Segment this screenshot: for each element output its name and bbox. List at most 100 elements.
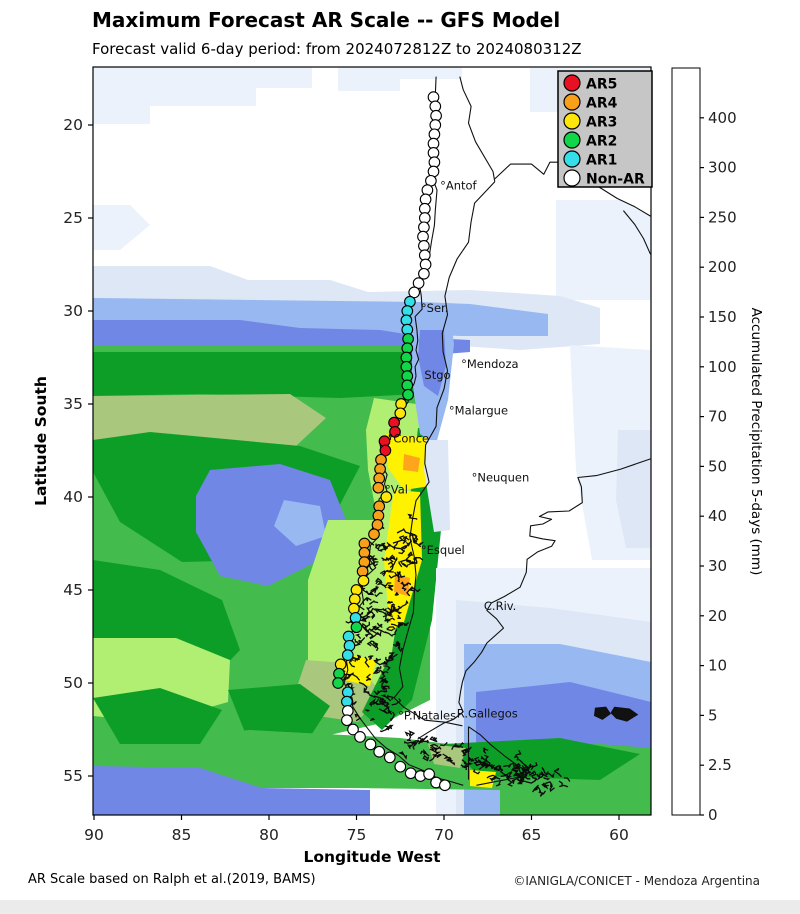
ar-dot-ar4 <box>372 481 385 494</box>
cities-layer: °Antof °Ser. °Mendoza Stgo °Malargue °Conce °N… <box>385 178 529 722</box>
terrain-squiggle <box>524 776 531 780</box>
terrain-squiggle <box>375 657 382 664</box>
terrain-squiggle <box>422 749 430 757</box>
terrain-squiggle <box>348 661 355 668</box>
ar-dot-non <box>408 286 421 299</box>
colorbar-frame <box>671 67 701 816</box>
ar-dot-non <box>439 779 451 792</box>
terrain-squiggle <box>394 591 400 596</box>
terrain-squiggle <box>378 679 388 684</box>
terrain-squiggle <box>500 771 512 778</box>
legend-swatch-ar3 <box>563 112 581 130</box>
colorbar-tick-label: 30 <box>708 557 727 575</box>
y-tick-label: 25 <box>63 209 83 227</box>
terrain-squiggle <box>396 570 401 577</box>
precip-region <box>274 500 326 546</box>
terrain-squiggle <box>398 535 408 545</box>
terrain-squiggle <box>411 739 422 745</box>
ar-dot-non <box>423 768 435 780</box>
precip-region <box>394 574 410 596</box>
legend-swatch-ar2 <box>563 131 581 149</box>
y-tick-label: 20 <box>63 116 83 134</box>
terrain-squiggle <box>518 758 528 770</box>
terrain-squiggle <box>354 713 362 722</box>
colorbar-tick-label: 50 <box>708 457 727 475</box>
terrain-squiggle <box>540 773 548 779</box>
ar-dots-layer <box>332 91 451 792</box>
terrain-squiggle <box>392 629 398 636</box>
terrain-squiggle <box>395 640 401 645</box>
terrain-squiggle <box>503 762 514 768</box>
terrain-squiggle <box>500 768 508 777</box>
terrain-squiggle <box>377 541 391 552</box>
terrain-squiggle <box>347 673 361 681</box>
ar-dot-non <box>354 731 366 743</box>
terrain-squiggle <box>516 772 525 780</box>
terrain-squiggle <box>526 763 534 769</box>
terrain-squiggle <box>390 622 402 629</box>
terrain-squiggle <box>489 776 501 781</box>
ar-dot-non <box>418 267 430 280</box>
terrain-squiggle <box>546 771 555 779</box>
y-tick-label: 40 <box>63 488 83 506</box>
precip-region <box>196 464 346 586</box>
terrain-squiggle <box>389 724 394 730</box>
terrain-squiggle <box>373 644 379 652</box>
terrain-squiggle <box>543 777 551 781</box>
precip-region <box>470 770 496 788</box>
terrain-squiggle <box>370 626 386 634</box>
terrain-squiggle <box>366 610 375 617</box>
precip-region <box>444 738 640 780</box>
terrain-squiggle <box>381 697 387 705</box>
terrain-squiggle <box>370 607 379 613</box>
colorbar-tick-label: 400 <box>708 109 737 127</box>
terrain-squiggle <box>369 600 379 605</box>
legend-swatch-non-ar <box>563 169 581 187</box>
ar-dot-ar3 <box>357 574 370 587</box>
terrain-squiggle <box>541 782 549 790</box>
terrain-squiggle <box>373 658 390 666</box>
terrain-squiggle <box>354 633 362 640</box>
terrain-squiggle <box>364 632 371 638</box>
terrain-squiggle <box>473 759 483 767</box>
terrain-squiggle <box>495 781 502 787</box>
terrain-squiggle <box>372 625 381 631</box>
terrain-squiggle <box>520 773 528 779</box>
terrain-squiggle <box>418 736 430 744</box>
terrain-squiggle <box>361 614 369 621</box>
terrain-squiggle <box>383 665 391 671</box>
terrain-squiggle <box>360 617 368 623</box>
terrain-squiggle <box>387 585 394 591</box>
x-tick-label: 60 <box>609 826 629 844</box>
terrain-squiggle <box>429 747 437 751</box>
x-tick-label: 85 <box>172 826 192 844</box>
colorbar-tick-label: 70 <box>708 408 727 426</box>
ar-dot-ar4 <box>358 556 371 568</box>
terrain-squiggle <box>379 727 391 733</box>
terrain-squiggle <box>397 614 402 620</box>
terrain-squiggle <box>374 592 383 598</box>
city-label: °P.Natales <box>398 709 456 723</box>
terrain-squiggle <box>381 660 389 665</box>
terrain-squiggle <box>418 738 426 745</box>
colorbar-tick-label: 250 <box>708 208 737 226</box>
terrain-squiggle <box>513 750 522 761</box>
terrain-squiggle <box>432 751 442 756</box>
terrain-squiggle <box>429 736 437 742</box>
ar-dot-non <box>364 738 377 751</box>
city-label: Stgo <box>424 368 450 382</box>
terrain-squiggle <box>472 769 481 775</box>
ar-dot-ar2 <box>332 677 344 689</box>
border-coast_atlantic <box>417 458 651 740</box>
terrain-squiggle <box>505 775 513 783</box>
city-label: °Val <box>385 483 408 497</box>
colorbar-tick-label: 100 <box>708 358 737 376</box>
terrain-squiggle <box>387 561 394 573</box>
forecast-period-subtitle: Forecast valid 6-day period: from 202407… <box>92 40 582 58</box>
legend-label: AR5 <box>586 77 617 93</box>
terrain-squiggle <box>373 690 381 696</box>
terrain-squiggle <box>513 769 519 777</box>
ar-dot-non <box>347 723 359 736</box>
island-outline <box>593 706 611 720</box>
x-tick-label: 65 <box>522 826 542 844</box>
